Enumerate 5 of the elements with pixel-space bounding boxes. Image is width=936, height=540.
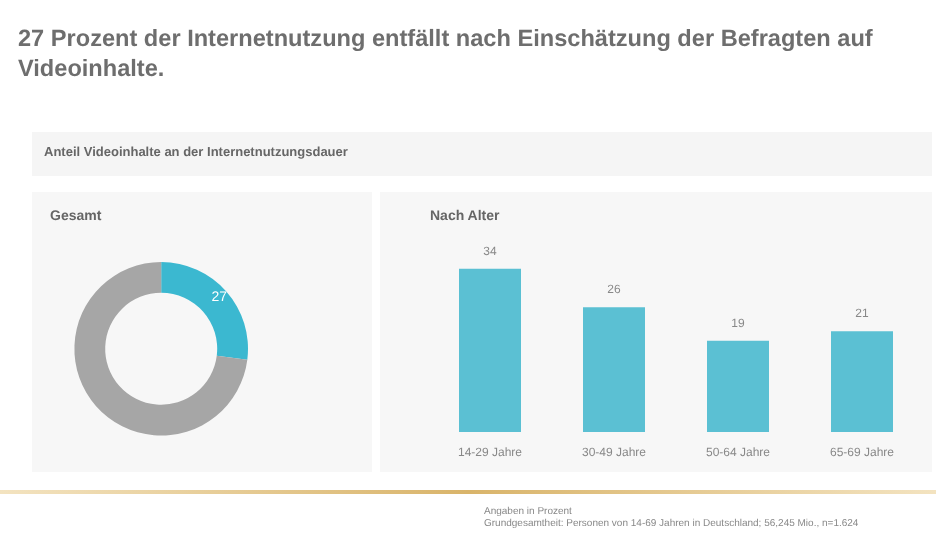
bar bbox=[831, 331, 893, 432]
bar bbox=[707, 340, 769, 432]
bar bbox=[583, 307, 645, 432]
text: 27 Prozent der Internetnutzung entfällt nach Einschätzung der Befragten auf Videoinhalte. bbox=[18, 24, 875, 84]
bar bbox=[459, 268, 521, 432]
